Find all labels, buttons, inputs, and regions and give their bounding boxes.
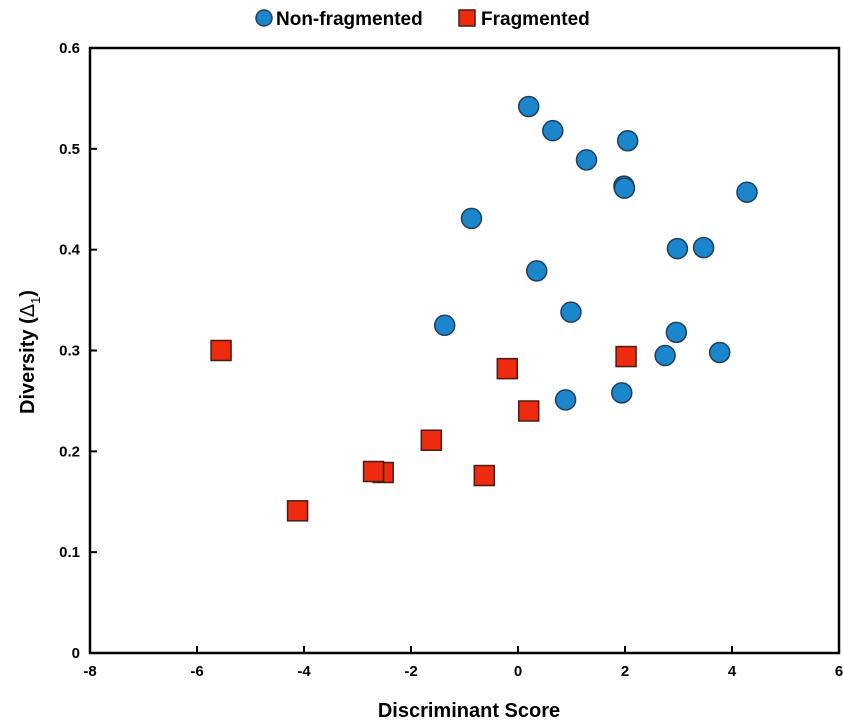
fragmented-point — [286, 500, 309, 522]
fragmented-point — [615, 345, 637, 368]
y-axis-title: Diversity (Δ1) — [17, 290, 43, 414]
non-fragmented-point — [525, 260, 548, 282]
non-fragmented-point — [613, 177, 636, 199]
non-fragmented-point — [736, 181, 758, 203]
data-markers — [210, 95, 758, 522]
legend-circle-marker — [255, 9, 273, 27]
x-tick-label: 4 — [728, 663, 737, 680]
y-tick-label: 0.6 — [59, 40, 80, 57]
x-tick-label: -6 — [190, 663, 203, 680]
x-tick-label: 6 — [835, 663, 843, 680]
non-fragmented-point — [665, 321, 688, 344]
fragmented-point — [362, 460, 385, 483]
y-tick-label: 0 — [72, 645, 80, 662]
x-axis-title: Discriminant Score — [378, 700, 560, 722]
x-tick-label: -4 — [297, 663, 311, 680]
legend: Non-fragmented Fragmented — [255, 9, 590, 30]
non-fragmented-point — [708, 341, 731, 364]
fragmented-point — [420, 429, 443, 451]
non-fragmented-point — [575, 149, 598, 171]
y-tick-label: 0.4 — [59, 242, 81, 259]
non-fragmented-point — [654, 344, 676, 367]
legend-label-non-fragmented: Non-fragmented — [276, 9, 423, 30]
y-tick-label: 0.5 — [59, 141, 80, 158]
y-axis-ticks: 0 0.1 0.2 0.3 0.4 0.5 0.6 — [59, 40, 97, 662]
y-tick-label: 0.3 — [59, 343, 80, 360]
x-tick-label: -8 — [83, 663, 96, 680]
x-tick-label: 2 — [621, 663, 629, 680]
non-fragmented-point — [666, 237, 689, 260]
non-fragmented-point — [616, 130, 639, 152]
y-tick-label: 0.2 — [59, 443, 80, 460]
legend-square-marker — [458, 9, 476, 27]
non-fragmented-point — [433, 314, 456, 337]
non-fragmented-point — [554, 389, 577, 411]
x-axis-ticks: -8 -6 -4 -2 0 2 4 6 — [83, 646, 843, 680]
non-fragmented-point — [560, 301, 582, 323]
x-tick-label: -2 — [404, 663, 417, 680]
fragmented-point — [496, 357, 519, 380]
x-tick-label: 0 — [514, 663, 522, 680]
fragmented-point — [210, 339, 232, 362]
non-fragmented-point — [692, 236, 715, 259]
y-tick-label: 0.1 — [59, 544, 80, 561]
non-fragmented-point — [611, 382, 633, 404]
fragmented-point — [473, 464, 496, 487]
non-fragmented-point — [460, 207, 483, 230]
non-fragmented-point — [542, 119, 564, 142]
fragmented-point — [517, 400, 540, 422]
non-fragmented-point — [517, 95, 540, 118]
legend-label-fragmented: Fragmented — [481, 9, 590, 30]
